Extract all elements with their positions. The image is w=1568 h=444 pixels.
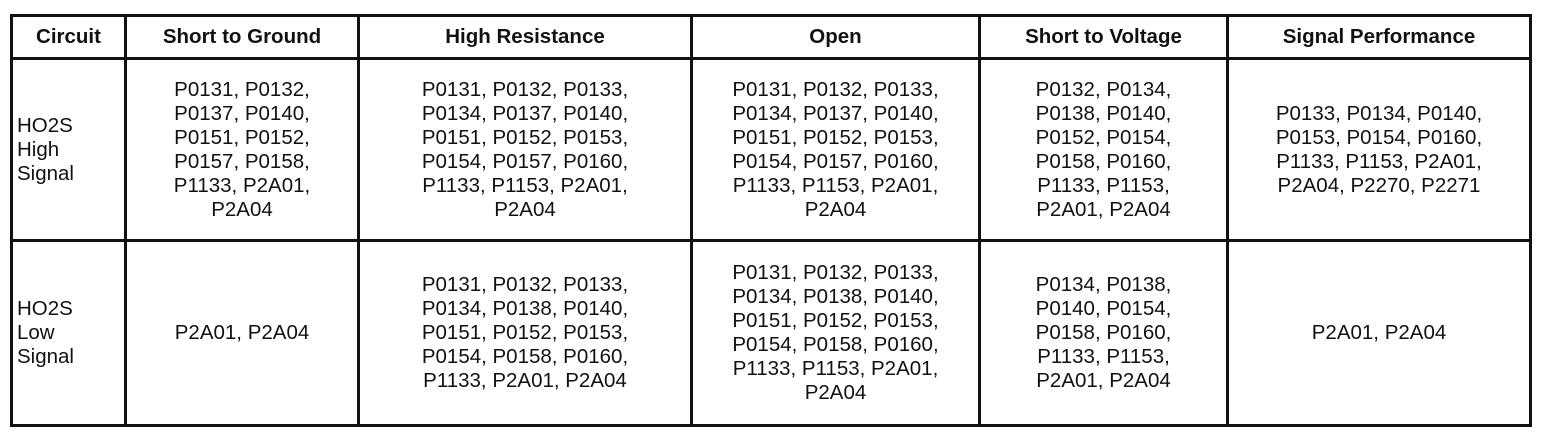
dtc-circuit-table: Circuit Short to Ground High Resistance … xyxy=(10,14,1532,427)
short-to-ground-cell: P0131, P0132, P0137, P0140, P0151, P0152… xyxy=(124,57,360,242)
header-short-to-voltage: Short to Voltage xyxy=(978,14,1229,60)
high-resistance-cell: P0131, P0132, P0133, P0134, P0137, P0140… xyxy=(357,57,693,242)
short-to-ground-cell: P2A01, P2A04 xyxy=(124,239,360,427)
table-row: HO2S Low Signal P2A01, P2A04 P0131, P013… xyxy=(10,239,1532,427)
open-cell: P0131, P0132, P0133, P0134, P0138, P0140… xyxy=(690,239,981,427)
table-row: HO2S High Signal P0131, P0132, P0137, P0… xyxy=(10,57,1532,242)
header-signal-performance: Signal Performance xyxy=(1226,14,1532,60)
circuit-cell: HO2S Low Signal xyxy=(10,239,127,427)
signal-performance-cell: P2A01, P2A04 xyxy=(1226,239,1532,427)
signal-performance-cell: P0133, P0134, P0140, P0153, P0154, P0160… xyxy=(1226,57,1532,242)
short-to-voltage-cell: P0132, P0134, P0138, P0140, P0152, P0154… xyxy=(978,57,1229,242)
header-short-to-ground: Short to Ground xyxy=(124,14,360,60)
circuit-cell: HO2S High Signal xyxy=(10,57,127,242)
open-cell: P0131, P0132, P0133, P0134, P0137, P0140… xyxy=(690,57,981,242)
high-resistance-cell: P0131, P0132, P0133, P0134, P0138, P0140… xyxy=(357,239,693,427)
header-open: Open xyxy=(690,14,981,60)
header-row: Circuit Short to Ground High Resistance … xyxy=(10,14,1532,60)
header-circuit: Circuit xyxy=(10,14,127,60)
header-high-resistance: High Resistance xyxy=(357,14,693,60)
short-to-voltage-cell: P0134, P0138, P0140, P0154, P0158, P0160… xyxy=(978,239,1229,427)
